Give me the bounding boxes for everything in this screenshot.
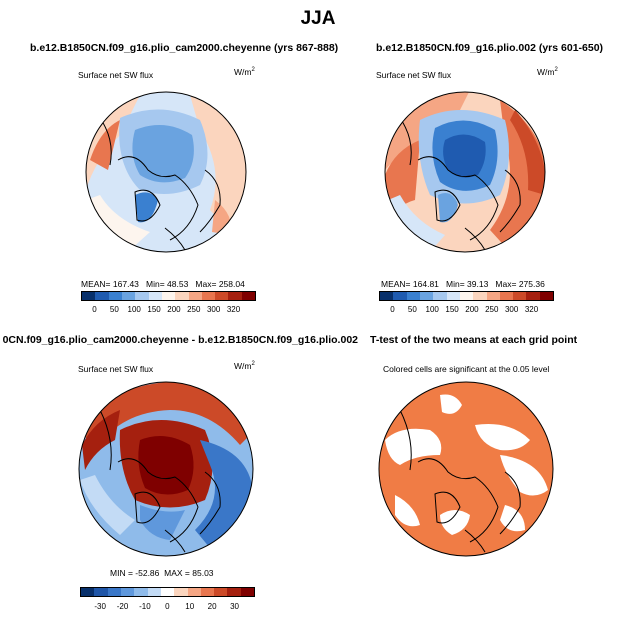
colorbar-tick-label: 200 — [167, 305, 181, 314]
colorbar-swatch — [148, 292, 162, 300]
colorbar-tick-label: 150 — [147, 305, 161, 314]
colorbar-swatch — [135, 292, 149, 300]
panel-2-variable-label: Surface net SW flux — [376, 70, 452, 80]
colorbar-swatch — [214, 588, 228, 596]
colorbar-tick-label: 0 — [390, 305, 395, 314]
panel-1-variable-label: Surface net SW flux — [78, 70, 154, 80]
colorbar-tick-label: 20 — [207, 602, 217, 611]
panel-4-note: Colored cells are significant at the 0.0… — [383, 364, 550, 374]
panel-4-title: T-test of the two means at each grid poi… — [370, 334, 578, 346]
panel-1-colorbar — [81, 291, 256, 301]
colorbar-swatch — [380, 292, 394, 300]
colorbar-swatch — [200, 588, 215, 596]
colorbar-swatch — [215, 292, 229, 300]
colorbar-swatch — [187, 588, 201, 596]
figure-title: JJA — [300, 8, 336, 29]
panel-2-stats: MEAN= 164.81 Min= 39.13 Max= 275.36 — [381, 279, 545, 289]
panel-1-title: b.e12.B1850CN.f09_g16.plio_cam2000.cheye… — [30, 42, 339, 54]
colorbar-swatch — [539, 292, 554, 300]
colorbar-swatch — [393, 292, 407, 300]
colorbar-swatch — [526, 292, 540, 300]
panel-3-title: B1850CN.f09_g16.plio_cam2000.cheyenne - … — [3, 334, 358, 346]
panel-2-colorbar — [379, 291, 554, 301]
panel-1-stats: MEAN= 167.43 Min= 48.53 Max= 258.04 — [81, 279, 245, 289]
panel-2-units: W/m2 — [537, 67, 558, 77]
colorbar-tick-label: 50 — [109, 305, 119, 314]
colorbar-swatch — [95, 292, 109, 300]
colorbar-swatch — [121, 292, 136, 300]
colorbar-swatch — [406, 292, 420, 300]
colorbar-tick-label: 0 — [165, 602, 170, 611]
colorbar-swatch — [147, 588, 161, 596]
colorbar-swatch — [473, 292, 487, 300]
colorbar-swatch — [433, 292, 447, 300]
colorbar-tick-label: 30 — [230, 602, 239, 611]
colorbar-swatch — [82, 292, 96, 300]
panel-3-variable-label: Surface net SW flux — [78, 364, 154, 374]
colorbar-swatch — [107, 588, 121, 596]
colorbar-swatch — [499, 292, 514, 300]
panel-3-units: W/m2 — [234, 361, 255, 371]
colorbar-tick-label: 300 — [504, 305, 519, 314]
colorbar-swatch — [513, 292, 527, 300]
colorbar-swatch — [175, 292, 189, 300]
colorbar-swatch — [188, 292, 202, 300]
colorbar-tick-label: -10 — [139, 602, 151, 611]
colorbar-swatch — [227, 588, 241, 596]
colorbar-swatch — [241, 292, 256, 300]
colorbar-tick-label: 200 — [465, 305, 479, 314]
colorbar-swatch — [201, 292, 216, 300]
colorbar-tick-label: -20 — [116, 602, 129, 611]
colorbar-swatch — [419, 292, 434, 300]
panel-2-colorbar-ticks: 0 50 100 150 200 250 300 320 — [379, 305, 554, 315]
colorbar-tick-label: 100 — [127, 305, 141, 314]
colorbar-tick-label: 250 — [485, 305, 499, 314]
panel-1-colorbar-ticks: 0 50 100 150 200 250 300 320 — [81, 305, 256, 315]
colorbar-swatch — [161, 292, 176, 300]
colorbar-swatch — [160, 588, 175, 596]
panel-2-title: b.e12.B1850CN.f09_g16.plio.002 (yrs 601-… — [376, 42, 604, 54]
panel-3-colorbar-ticks: -30 -20 -10 0 10 20 30 — [80, 602, 255, 612]
colorbar-swatch — [228, 292, 242, 300]
colorbar-tick-label: 100 — [425, 305, 439, 314]
colorbar-tick-label: 320 — [226, 305, 241, 314]
colorbar-swatch — [108, 292, 122, 300]
colorbar-tick-label: 320 — [524, 305, 539, 314]
colorbar-tick-label: -30 — [94, 602, 106, 611]
colorbar-swatch — [240, 588, 255, 596]
colorbar-tick-label: 10 — [185, 602, 195, 611]
colorbar-tick-label: 0 — [92, 305, 97, 314]
colorbar-swatch — [120, 588, 135, 596]
colorbar-tick-label: 150 — [445, 305, 459, 314]
colorbar-swatch — [81, 588, 95, 596]
colorbar-swatch — [459, 292, 474, 300]
colorbar-swatch — [446, 292, 460, 300]
colorbar-tick-label: 300 — [206, 305, 221, 314]
panel-3-colorbar — [80, 587, 255, 597]
panel-1-units: W/m2 — [234, 67, 255, 77]
colorbar-swatch — [134, 588, 148, 596]
panel-3-stats: MIN = -52.86 MAX = 85.03 — [110, 568, 214, 578]
colorbar-swatch — [486, 292, 500, 300]
colorbar-swatch — [94, 588, 108, 596]
colorbar-tick-label: 50 — [407, 305, 417, 314]
colorbar-tick-label: 250 — [187, 305, 201, 314]
colorbar-swatch — [174, 588, 188, 596]
